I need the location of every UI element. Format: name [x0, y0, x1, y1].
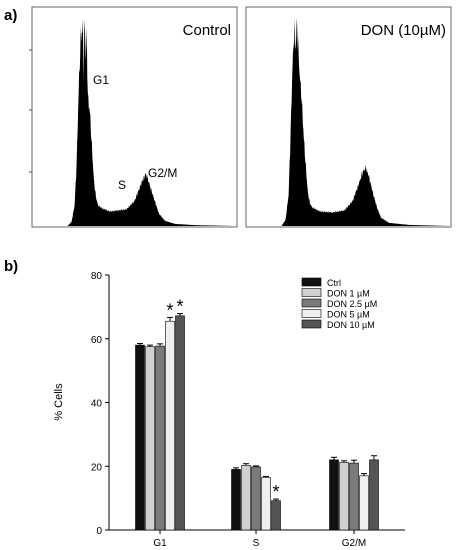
x-axis-ticks: G1 S G2/M — [153, 530, 366, 549]
y-tick-label: 80 — [91, 271, 103, 282]
legend-label: Ctrl — [327, 278, 341, 288]
significance-marks: * ** — [166, 297, 279, 503]
y-tick-label: 0 — [96, 526, 102, 537]
bar-series — [135, 315, 379, 531]
bar — [359, 475, 369, 531]
bar — [271, 500, 281, 531]
y-axis-ticks: 0 20 40 60 80 — [91, 271, 109, 537]
significance-asterisk: * — [272, 482, 279, 502]
x-tick-label: G2/M — [342, 538, 366, 549]
histogram-control-frame — [31, 6, 238, 228]
bar — [349, 462, 359, 531]
legend-swatch — [301, 298, 322, 308]
bar — [165, 320, 175, 531]
legend-label: DON 5 µM — [327, 310, 370, 320]
legend-label: DON 10 µM — [327, 320, 375, 330]
y-axis-label: % Cells — [53, 383, 65, 421]
histogram-control-profile — [33, 18, 236, 226]
legend-swatch — [301, 288, 322, 297]
significance-asterisk: * — [176, 297, 183, 317]
histogram-control-title: Control — [183, 22, 231, 39]
panel-b-label: b) — [4, 258, 18, 275]
x-tick-label: S — [253, 538, 260, 549]
bar — [231, 469, 241, 531]
histogram-don-profile — [247, 18, 450, 226]
y-tick-label: 60 — [91, 335, 103, 346]
bar — [251, 466, 261, 531]
bar — [145, 346, 155, 531]
bar — [155, 345, 165, 531]
panel-a-label: a) — [4, 7, 17, 24]
y-tick-label: 40 — [91, 399, 103, 410]
histogram-don-frame — [245, 6, 452, 228]
histogram-control-ticks — [29, 49, 32, 173]
y-tick-label: 20 — [91, 462, 103, 473]
legend-swatch — [301, 319, 322, 329]
bar — [339, 462, 349, 531]
bar — [241, 464, 251, 531]
bar — [175, 315, 185, 531]
annotation-s: S — [118, 178, 126, 192]
significance-asterisk: * — [166, 300, 173, 320]
annotation-g1: G1 — [93, 73, 109, 87]
annotation-g2m: G2/M — [148, 166, 177, 180]
legend-label: DON 1 µM — [327, 289, 370, 299]
legend-label: DON 2.5 µM — [327, 299, 377, 309]
x-tick-label: G1 — [153, 538, 167, 549]
bar — [261, 477, 271, 531]
legend-swatch — [301, 277, 322, 287]
bar — [369, 459, 379, 531]
histogram-don-title: DON (10µM) — [361, 22, 446, 39]
bar — [329, 459, 339, 531]
error-bars — [137, 313, 377, 501]
legend-swatch — [301, 309, 322, 318]
bar — [135, 344, 145, 531]
